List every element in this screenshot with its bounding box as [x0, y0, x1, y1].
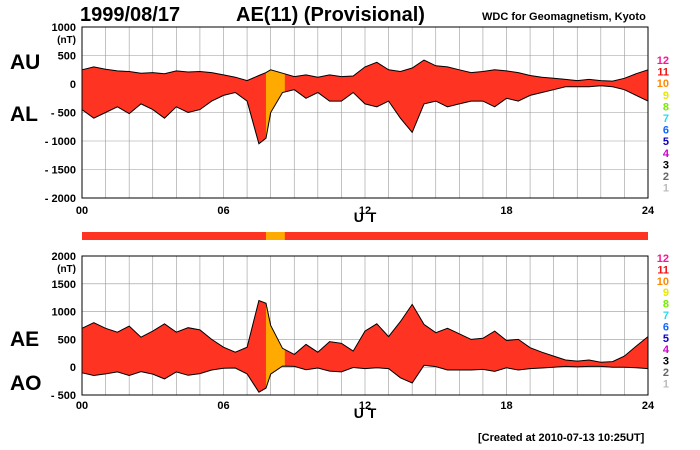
- station-count-label: 4: [663, 148, 670, 160]
- aeao-ytick-label: - 500: [51, 390, 76, 402]
- aeao-xtick-label: 00: [76, 400, 88, 412]
- station-count-label: 7: [663, 113, 669, 125]
- aeao-unit-label: (nT): [57, 264, 76, 275]
- aual-ytick-label: - 500: [51, 108, 76, 120]
- aeao-ytick-label: 2000: [52, 251, 76, 263]
- created-timestamp: [Created at 2010-07-13 10:25UT]: [478, 432, 645, 444]
- aual-xtick-label: 18: [500, 205, 512, 217]
- au-side-label: AU: [10, 51, 41, 74]
- chart-title: AE(11) (Provisional): [236, 4, 425, 26]
- aual-xtick-label: 00: [76, 205, 88, 217]
- station-count-label: 10: [657, 78, 669, 90]
- station-count-label: 3: [663, 159, 669, 171]
- aual-ytick-label: 1000: [52, 22, 76, 34]
- ao-side-label: AO: [10, 372, 42, 395]
- station-count-label: 5: [663, 333, 669, 345]
- aeao-band: [82, 300, 648, 393]
- aeao-xtick-label: 06: [217, 400, 229, 412]
- station-count-label: 9: [663, 287, 669, 299]
- aeao-ytick-label: 1000: [52, 307, 76, 319]
- aual-ytick-label: 0: [70, 79, 76, 91]
- station-count-label: 11: [657, 67, 669, 79]
- station-count-label: 2: [663, 171, 669, 183]
- aeao-ytick-label: 0: [70, 362, 76, 374]
- aual-xtick-label: 24: [642, 205, 655, 217]
- aual-unit-label: (nT): [57, 35, 76, 46]
- al-line: [81, 85, 649, 145]
- aeao-partial-band: [265, 303, 285, 389]
- aual-ytick-label: - 1500: [45, 165, 76, 177]
- coverage-bar: [82, 232, 648, 240]
- aual-ytick-label: 500: [58, 51, 76, 63]
- station-count-label: 6: [663, 321, 669, 333]
- station-count-label: 4: [663, 344, 670, 356]
- date-label: 1999/08/17: [80, 4, 181, 26]
- station-count-label: 11: [657, 264, 669, 276]
- station-count-label: 1: [663, 378, 669, 390]
- aeao-xtick-label: 12: [359, 400, 371, 412]
- ae-side-label: AE: [10, 328, 40, 351]
- station-count-label: 1: [663, 183, 669, 195]
- aual-xaxis-title: U T: [354, 209, 377, 225]
- aual-ytick-label: - 2000: [45, 193, 76, 205]
- aeao-ytick-label: 1500: [52, 279, 76, 291]
- ao-line: [81, 364, 649, 393]
- aual-xtick-label: 06: [217, 205, 229, 217]
- aual-xtick-label: 12: [359, 205, 371, 217]
- al-side-label: AL: [10, 103, 38, 126]
- station-count-label: 2: [663, 367, 669, 379]
- station-count-label: 9: [663, 90, 669, 102]
- au-line: [81, 59, 649, 82]
- aeao-xtick-label: 24: [642, 400, 655, 412]
- station-count-label: 8: [663, 101, 669, 113]
- source-label: WDC for Geomagnetism, Kyoto: [482, 11, 646, 23]
- aual-ytick-label: - 1000: [45, 136, 76, 148]
- aeao-xaxis-title: U T: [354, 405, 377, 421]
- station-count-label: 8: [663, 299, 669, 311]
- aual-frame: [81, 26, 649, 199]
- station-count-label: 3: [663, 356, 669, 368]
- aual-band: [82, 60, 648, 144]
- station-count-label: 10: [657, 276, 669, 288]
- aeao-xtick-label: 18: [500, 400, 512, 412]
- aeao-ytick-label: 500: [58, 334, 76, 346]
- aeao-frame: [81, 255, 649, 396]
- station-count-label: 5: [663, 136, 669, 148]
- station-count-label: 7: [663, 310, 669, 322]
- station-count-label: 6: [663, 125, 669, 137]
- station-count-label: 12: [657, 55, 669, 67]
- ae-line: [81, 299, 649, 363]
- station-count-label: 12: [657, 253, 669, 265]
- coverage-bar-partial: [265, 232, 285, 240]
